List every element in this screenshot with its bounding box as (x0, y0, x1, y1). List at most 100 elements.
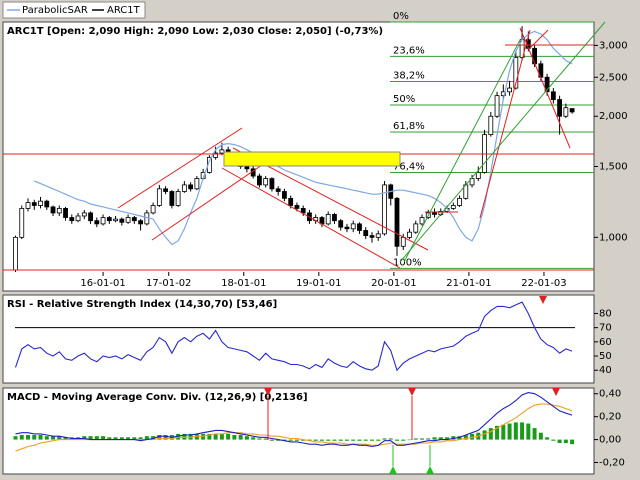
y-tick-label: -0,20 (599, 458, 625, 469)
histogram-bar (188, 433, 193, 440)
histogram-bar (82, 436, 87, 440)
candle-body (194, 178, 200, 190)
histogram-bar (244, 436, 249, 440)
histogram-bar (32, 435, 37, 440)
candle-body (569, 108, 575, 113)
candle-body (325, 214, 331, 225)
histogram-bar (432, 437, 437, 440)
histogram-bar (257, 438, 262, 440)
candle-body (113, 218, 118, 222)
histogram-bar (51, 436, 56, 440)
y-tick-label: 1,500 (599, 161, 628, 172)
histogram-bar (563, 439, 568, 444)
histogram-bar (451, 436, 456, 440)
panel-title: MACD - Moving Average Conv. Div. (12,26,… (7, 392, 308, 403)
candle-body (369, 235, 375, 238)
candle-body (350, 223, 356, 230)
candle-body (288, 197, 294, 206)
histogram-bar (551, 439, 556, 441)
histogram-bar (507, 423, 512, 440)
candle-body (219, 149, 225, 154)
histogram-bar (570, 439, 575, 445)
candle-body (457, 197, 462, 206)
histogram-bar (332, 439, 337, 441)
legend-box (2, 1, 146, 19)
histogram-bar (144, 436, 149, 440)
trend-line (529, 29, 549, 49)
candle-body (244, 166, 250, 170)
candle-body (257, 175, 262, 186)
signal-marker (408, 388, 416, 396)
fib-label: 50% (393, 94, 415, 105)
histogram-bar (88, 436, 93, 440)
candle-body (469, 178, 475, 186)
histogram-bar (26, 435, 31, 440)
histogram-bar (182, 433, 187, 440)
candle-body (119, 218, 125, 223)
candle-body (419, 217, 425, 225)
watermark-box (223, 151, 401, 167)
histogram-bar (238, 435, 243, 440)
candle-body (163, 188, 169, 192)
x-tick-label: 17-01-02 (146, 278, 191, 289)
candle-body (282, 191, 287, 199)
candle-body (507, 87, 512, 93)
candle-body (500, 91, 506, 97)
fib-label: 61,8% (393, 121, 425, 132)
histogram-bar (545, 437, 550, 440)
histogram-bar (363, 439, 368, 441)
candle-body (300, 208, 306, 214)
candle-body (188, 184, 194, 190)
candle-body (38, 200, 43, 206)
y-tick-label: 3,000 (599, 40, 628, 51)
candle-body (382, 184, 387, 235)
signal-marker (539, 296, 547, 304)
histogram-bar (251, 437, 256, 440)
candle-body (75, 215, 81, 222)
histogram-bar (401, 439, 406, 441)
y-tick-label: 0,20 (599, 412, 621, 423)
rsi-line (14, 301, 573, 372)
histogram-bar (457, 436, 462, 440)
candle-body (407, 231, 412, 238)
signal-marker (389, 466, 397, 474)
candle-body (63, 208, 68, 218)
drawing-tools (3, 21, 606, 474)
fib-label: 100% (393, 257, 422, 268)
histogram-bar (57, 436, 62, 440)
histogram-bar (157, 435, 162, 440)
histogram-bar (63, 437, 68, 440)
histogram-bar (369, 439, 374, 441)
histogram-bar (488, 428, 493, 440)
histogram-bar (226, 433, 231, 440)
candle-body (131, 217, 137, 222)
y-tick-label: 2,500 (599, 72, 628, 83)
candle-body (344, 226, 350, 230)
histogram-bar (38, 435, 43, 440)
signal-marker (552, 388, 560, 396)
candle-body (50, 206, 56, 214)
candle-body (13, 236, 18, 271)
candle-body (156, 188, 162, 206)
trend-line (479, 29, 531, 219)
candle-body (475, 172, 481, 179)
candle-body (181, 184, 187, 192)
legend-label: ARC1T (107, 5, 141, 16)
rsi-panel (2, 294, 595, 384)
histogram-bar (538, 432, 543, 440)
candle-body (69, 217, 75, 222)
candle-body (432, 212, 437, 215)
candle-body (557, 99, 563, 117)
x-tick-label: 18-01-01 (221, 278, 266, 289)
histogram-bar (13, 436, 18, 440)
fib-label: 23,6% (393, 45, 425, 56)
x-tick-label: 21-01-01 (446, 278, 491, 289)
candle-body (31, 202, 37, 206)
candle-body (413, 223, 419, 233)
signal-marker (426, 466, 434, 474)
fib-label: 76,4% (393, 162, 425, 173)
histogram-bar (557, 439, 562, 444)
histogram-bar (107, 437, 112, 440)
candle-body (94, 220, 100, 225)
histogram-bar (119, 437, 124, 440)
